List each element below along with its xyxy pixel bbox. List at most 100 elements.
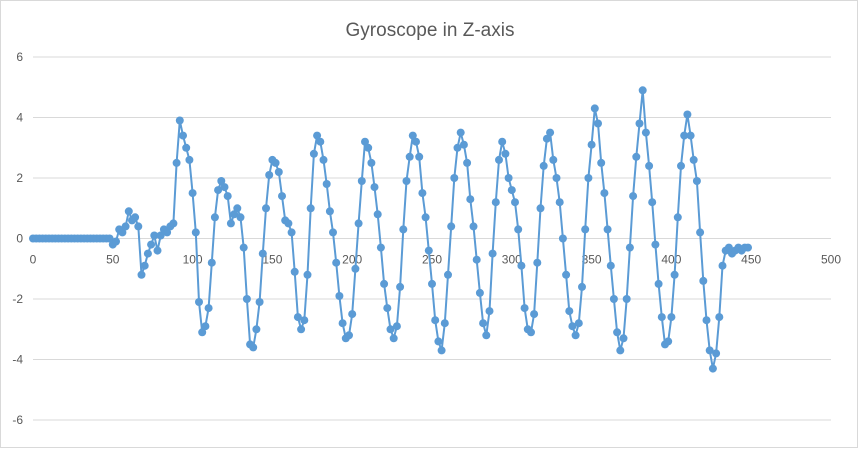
data-point bbox=[469, 222, 478, 231]
data-point bbox=[147, 240, 156, 249]
data-point bbox=[456, 128, 465, 137]
data-point bbox=[252, 325, 261, 334]
data-point bbox=[105, 234, 114, 243]
data-point bbox=[191, 228, 200, 237]
data-point bbox=[431, 316, 440, 325]
data-point bbox=[479, 319, 488, 328]
data-point bbox=[574, 319, 583, 328]
data-point bbox=[297, 325, 306, 334]
data-point bbox=[223, 192, 232, 201]
data-point bbox=[437, 346, 446, 355]
data-point bbox=[361, 137, 369, 146]
data-point bbox=[131, 213, 140, 222]
data-point bbox=[118, 228, 127, 237]
data-point bbox=[376, 243, 385, 252]
data-point bbox=[680, 131, 689, 140]
data-point bbox=[495, 155, 503, 164]
data-point bbox=[293, 313, 302, 322]
data-point bbox=[552, 174, 561, 182]
data-point bbox=[673, 213, 682, 222]
data-point bbox=[271, 158, 280, 167]
data-point bbox=[217, 177, 226, 185]
data-point bbox=[348, 310, 357, 319]
data-point bbox=[204, 304, 213, 313]
y-axis-ticks: 6 4 2 0 -2 -4 -6 bbox=[12, 50, 23, 427]
data-point bbox=[210, 213, 219, 222]
data-point bbox=[405, 152, 414, 161]
data-point bbox=[140, 261, 149, 270]
data-point bbox=[702, 316, 711, 325]
data-point bbox=[517, 261, 526, 270]
data-point bbox=[600, 189, 609, 198]
series-group bbox=[29, 86, 752, 373]
data-point bbox=[648, 198, 657, 207]
data-point bbox=[195, 298, 203, 306]
data-point bbox=[380, 279, 389, 288]
data-point bbox=[501, 149, 510, 158]
data-point bbox=[418, 189, 427, 198]
data-point bbox=[386, 325, 395, 334]
data-point bbox=[724, 243, 733, 252]
data-point bbox=[220, 183, 229, 192]
x-tick-label: 100 bbox=[183, 253, 203, 267]
data-point bbox=[434, 337, 443, 346]
data-point bbox=[137, 270, 146, 279]
data-point bbox=[485, 307, 494, 316]
data-point bbox=[345, 331, 353, 340]
x-tick-label: 50 bbox=[106, 253, 120, 267]
data-point bbox=[412, 137, 420, 146]
data-point bbox=[112, 237, 120, 246]
data-point bbox=[338, 319, 347, 328]
data-point bbox=[440, 319, 449, 328]
data-point bbox=[214, 186, 223, 195]
data-point bbox=[233, 204, 242, 213]
data-point bbox=[587, 140, 596, 149]
data-point bbox=[156, 231, 165, 240]
data-point bbox=[188, 189, 197, 198]
data-point bbox=[482, 331, 491, 340]
data-point bbox=[322, 180, 331, 188]
data-point bbox=[539, 161, 548, 170]
data-point bbox=[606, 261, 615, 270]
data-point bbox=[306, 204, 315, 213]
x-tick-label: 450 bbox=[741, 253, 761, 267]
data-point bbox=[683, 110, 692, 119]
y-tick-label: 4 bbox=[16, 111, 23, 125]
data-point bbox=[373, 210, 382, 219]
data-point bbox=[415, 152, 424, 161]
data-point bbox=[638, 86, 647, 95]
data-point bbox=[198, 328, 207, 337]
data-point bbox=[313, 131, 322, 140]
data-point bbox=[150, 231, 159, 240]
data-point bbox=[284, 219, 293, 228]
data-point bbox=[520, 304, 529, 313]
data-point bbox=[699, 276, 708, 285]
data-point bbox=[527, 328, 535, 337]
x-tick-label: 350 bbox=[582, 253, 602, 267]
data-point bbox=[402, 177, 411, 185]
data-point bbox=[392, 322, 401, 331]
data-point bbox=[511, 198, 519, 207]
data-point bbox=[262, 204, 270, 213]
data-point bbox=[463, 158, 472, 167]
data-point bbox=[185, 155, 194, 164]
x-axis-ticks: 0 50 100 150 200 250 300 350 400 450 500 bbox=[30, 253, 842, 267]
data-point bbox=[705, 346, 714, 355]
data-point bbox=[453, 143, 462, 152]
data-point bbox=[300, 316, 309, 325]
data-point bbox=[389, 334, 398, 343]
data-point bbox=[329, 228, 337, 237]
data-point bbox=[667, 313, 676, 322]
data-point bbox=[514, 225, 523, 234]
x-tick-label: 250 bbox=[422, 253, 442, 267]
y-tick-label: 0 bbox=[16, 232, 23, 246]
data-point bbox=[367, 158, 376, 167]
data-point bbox=[609, 295, 618, 303]
data-point bbox=[459, 140, 468, 149]
data-point bbox=[504, 174, 513, 182]
data-point bbox=[498, 137, 507, 146]
data-point bbox=[696, 228, 705, 237]
data-point bbox=[303, 270, 312, 279]
x-tick-label: 300 bbox=[502, 253, 522, 267]
